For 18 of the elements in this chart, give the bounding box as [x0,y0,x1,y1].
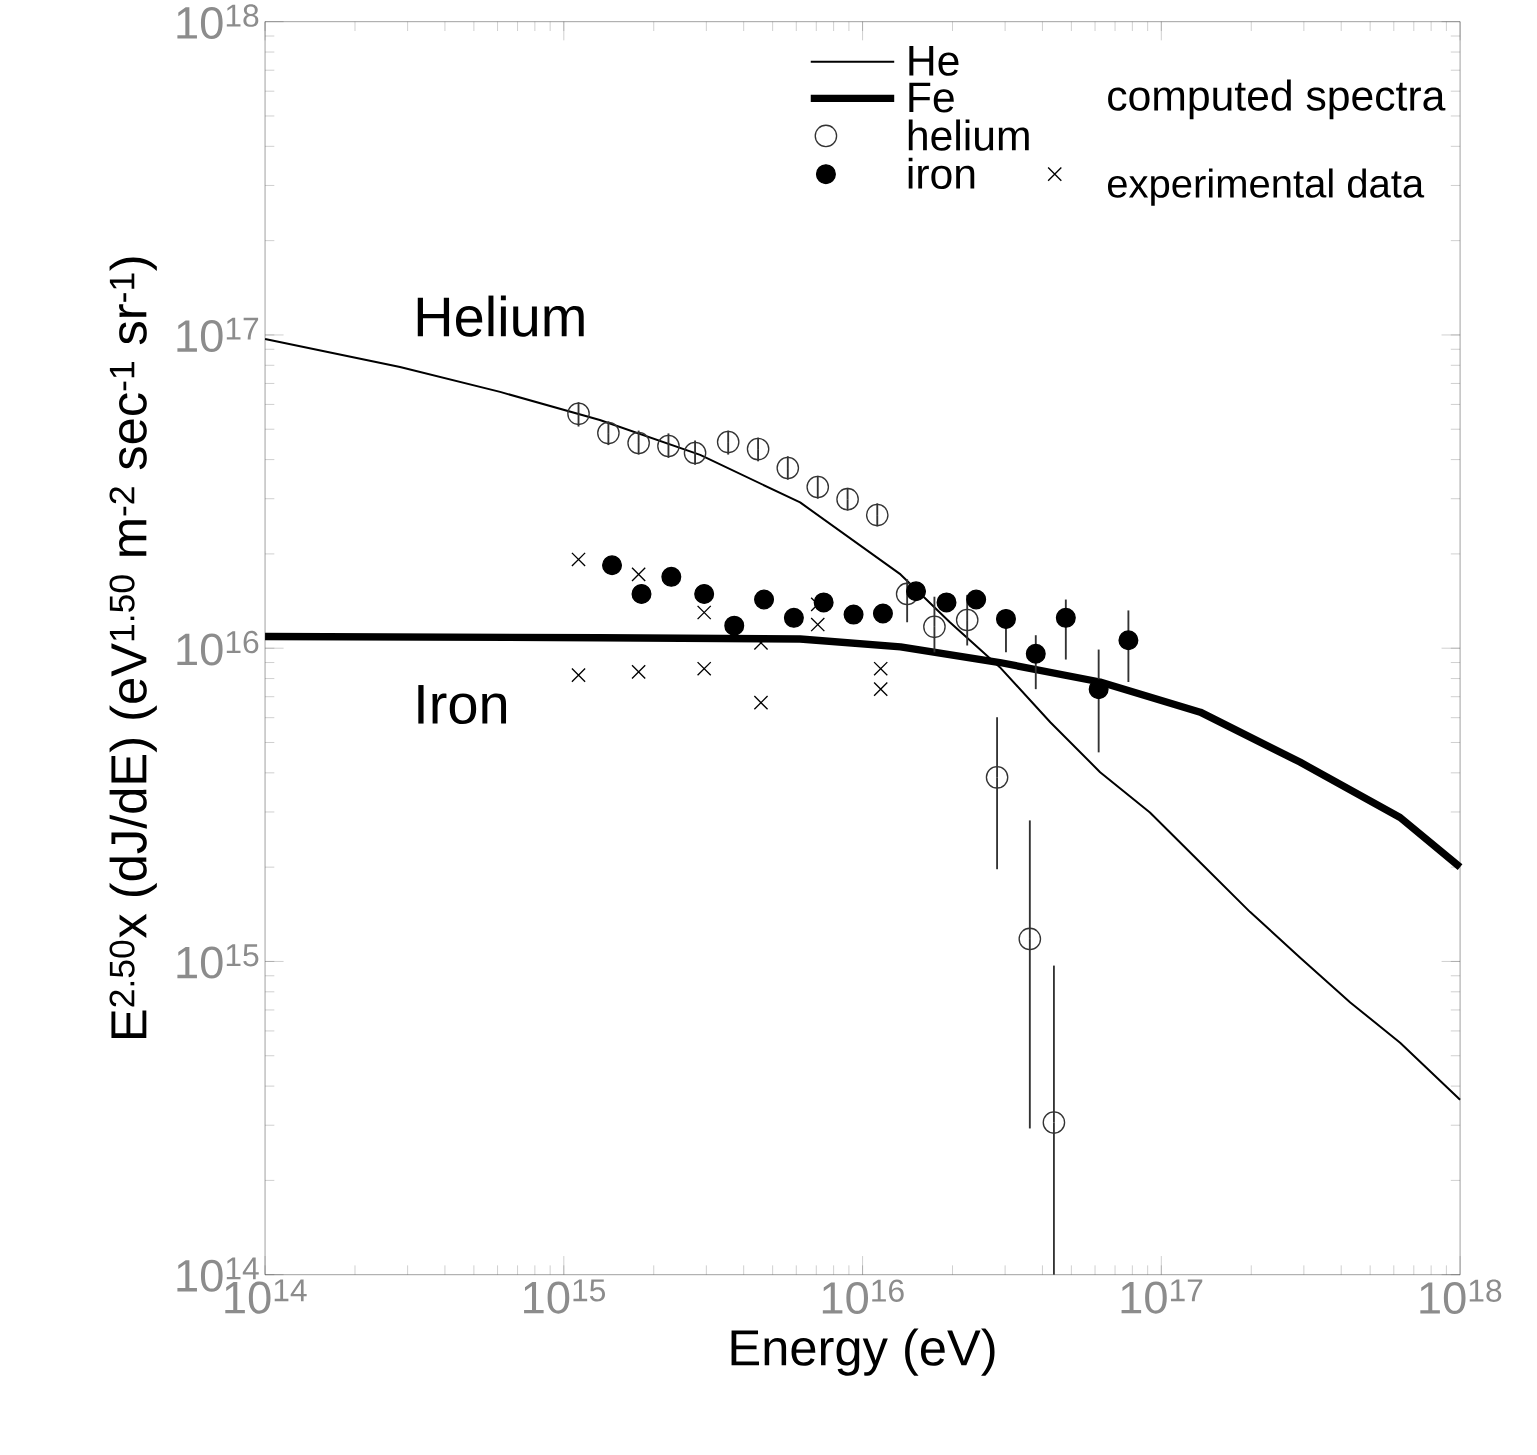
y-tick-label: 10$^{18}$ [177,4,259,40]
text: E$^{2.50}$x (dJ/dE) (eV$^{1.50}$ m$^{-2}$ sec$^{-1}$ sr$^{-1}$) [109,257,157,1039]
legend-label: helium [908,119,1029,151]
x-tick-label: 10$^{16}$ [822,1279,904,1315]
legend-label: Fe [909,82,954,113]
annotation: Helium [417,295,584,337]
y-tick-label: 10$^{15}$ [177,944,259,979]
legend-title: computed spectra [1108,79,1446,120]
y-tick-label: 10$^{17}$ [177,317,259,353]
x-tick-label: 10$^{15}$ [524,1279,605,1314]
y-tick-label: 10$^{16}$ [177,630,259,666]
x-tick-label: 10$^{18}$ [1420,1279,1502,1315]
legend-label: He [909,46,959,76]
x-axis-title: Energy (eV) [731,1328,995,1376]
annotation: Iron [418,685,507,725]
x-tick-label: 10$^{17}$ [1121,1279,1203,1314]
annotation: experimental data [1107,168,1425,206]
legend-label: iron [908,157,975,190]
